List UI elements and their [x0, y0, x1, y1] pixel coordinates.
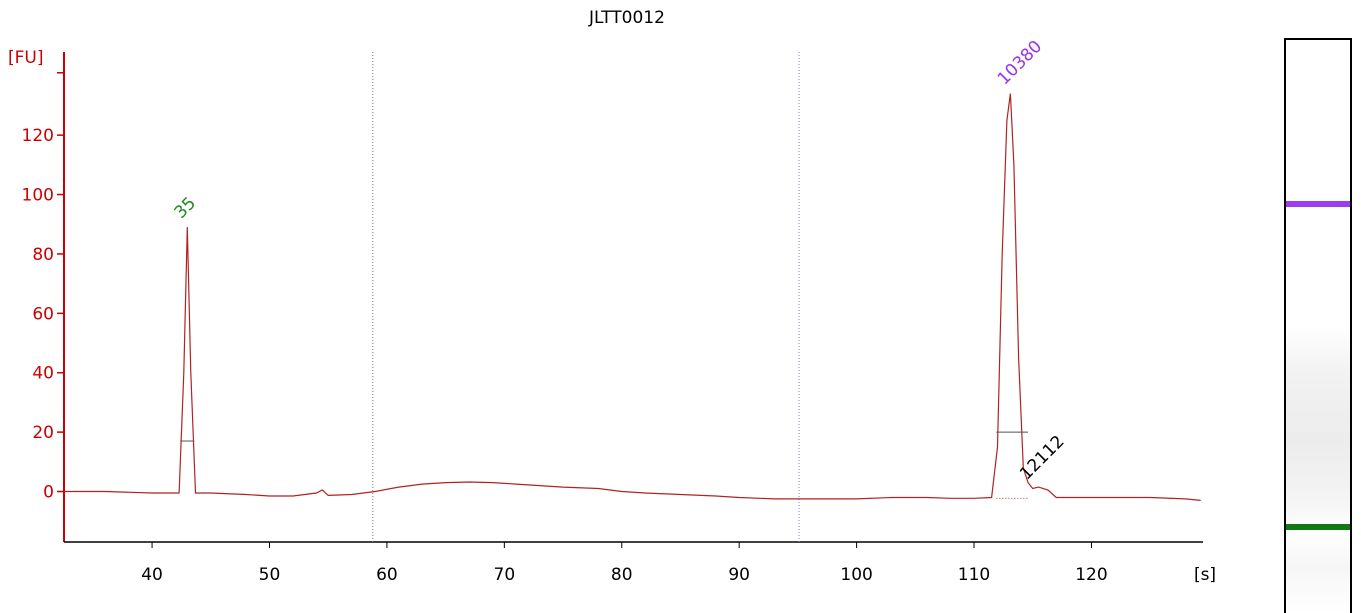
- y-tick-label: 20: [32, 423, 54, 443]
- signal-trace: [64, 93, 1201, 501]
- peak-label: 12112: [1016, 432, 1068, 484]
- x-tick-label: 80: [611, 565, 633, 585]
- x-tick-label: 60: [376, 565, 398, 585]
- peak-labels: 35 10380 12112: [171, 37, 1069, 484]
- x-tick-label: 70: [494, 565, 516, 585]
- x-tick-label: 50: [259, 565, 281, 585]
- peak-label: 10380: [994, 37, 1046, 89]
- trace-group: [64, 93, 1201, 501]
- region-lines: [372, 52, 800, 542]
- axes: 0 20 40 60 80 100 120 40 50 60 70 80 90 100 110 120: [22, 52, 1203, 585]
- peak-baselines: [180, 431, 1029, 499]
- gel-band-lower-marker: [1286, 524, 1350, 530]
- x-tick-label: 90: [728, 565, 750, 585]
- x-tick-label: 120: [1075, 565, 1107, 585]
- y-tick-label: 100: [22, 186, 54, 206]
- y-tick-label: 120: [22, 126, 54, 146]
- chart-title: JLTT0012: [588, 8, 665, 28]
- peak-label: 35: [171, 193, 200, 222]
- y-axis-unit-label: [FU]: [8, 48, 44, 68]
- y-tick-label: 60: [32, 304, 54, 324]
- electropherogram-chart: JLTT0012 [FU] [s] 0 20 40 60 80 100 120 40 50 60 7…: [8, 8, 1216, 585]
- x-tick-label: 40: [141, 565, 163, 585]
- y-tick-label: 40: [32, 364, 54, 384]
- x-tick-label: 110: [958, 565, 990, 585]
- x-axis-unit-label: [s]: [1194, 565, 1216, 585]
- gel-band-upper-marker: [1286, 201, 1350, 207]
- x-tick-label: 100: [840, 565, 872, 585]
- y-tick-label: 0: [43, 483, 54, 503]
- y-tick-label: 80: [32, 245, 54, 265]
- gel-lane: [1284, 38, 1352, 613]
